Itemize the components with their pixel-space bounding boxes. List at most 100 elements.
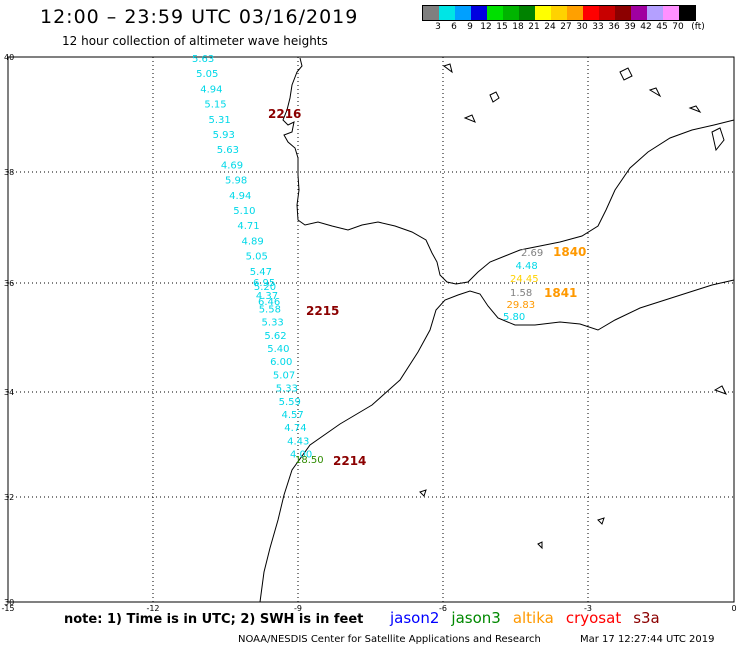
legend-tick-label: 21	[528, 22, 540, 32]
wave-height-value: 4.74	[284, 423, 306, 434]
legend-swatch	[663, 6, 679, 20]
legend-tick-label: 18	[512, 22, 524, 32]
generated-timestamp: Mar 17 12:27:44 UTC 2019	[580, 634, 715, 645]
legend-swatch	[567, 6, 583, 20]
wave-height-value: 5.98	[225, 176, 247, 187]
legend-tick-label: 42	[640, 22, 652, 32]
legend-swatch	[647, 6, 663, 20]
wave-height-value: 4.94	[200, 84, 222, 95]
wave-height-value: 4.00	[290, 450, 312, 461]
latitude-label: 32	[4, 493, 14, 502]
legend-tick-label: 15	[496, 22, 508, 32]
wave-height-value: 5.05	[196, 69, 218, 80]
legend-tick-label: 6	[451, 22, 457, 32]
longitude-label: -12	[146, 604, 159, 613]
latitude-label: 34	[4, 388, 14, 397]
credit-line: NOAA/NESDIS Center for Satellite Applica…	[238, 634, 541, 645]
wave-height-value: 29.83	[507, 300, 536, 311]
legend-tick-label: (ft)	[691, 22, 705, 32]
wave-height-value: 5.20	[254, 282, 276, 293]
wave-height-value: 6.95	[253, 278, 275, 289]
wave-height-value: 4.37	[256, 291, 278, 302]
wave-height-value: 6.46	[258, 297, 280, 308]
legend-tick-label: 12	[480, 22, 492, 32]
wave-height-value: 5.40	[267, 344, 289, 355]
longitude-label: -15	[1, 604, 14, 613]
legend-swatch	[535, 6, 551, 20]
legend-tick-label: 45	[656, 22, 668, 32]
wave-height-value: 5.33	[262, 318, 284, 329]
legend-tick-label: 30	[576, 22, 588, 32]
latitude-label: 30	[4, 598, 14, 607]
wave-height-value: 5.63	[217, 145, 239, 156]
longitude-label: 0	[731, 604, 736, 613]
longitude-label: -6	[439, 604, 447, 613]
map-title: 12:00 – 23:59 UTC 03/16/2019	[40, 6, 359, 28]
legend-swatch	[583, 6, 599, 20]
wave-height-value: 5.15	[204, 100, 226, 111]
legend-color-bar	[422, 5, 696, 21]
longitude-label: -3	[584, 604, 592, 613]
longitude-label: -9	[294, 604, 302, 613]
legend-swatch	[599, 6, 615, 20]
pass-number: 2216	[268, 107, 301, 121]
satellite-name: altika	[512, 609, 554, 627]
pass-number: 2215	[306, 304, 339, 318]
satellite-name: s3a	[633, 609, 660, 627]
units-note: note: 1) Time is in UTC; 2) SWH is in fe…	[64, 612, 364, 627]
wave-height-value: 5.47	[250, 267, 272, 278]
legend-tick-label: 24	[544, 22, 556, 32]
wave-height-value: 5.10	[233, 206, 255, 217]
wave-height-value: 24.45	[510, 274, 539, 285]
wave-height-value: 5.05	[246, 252, 268, 263]
pass-number: 1840	[553, 245, 586, 259]
wave-height-value: 6.00	[270, 357, 292, 368]
latitude-label: 36	[4, 279, 14, 288]
legend-tick-label: 39	[624, 22, 636, 32]
satellite-legend: jason2 jason3 altika cryosat s3a	[390, 609, 672, 627]
wave-height-value: 5.80	[503, 312, 525, 323]
legend-tick-label: 33	[592, 22, 604, 32]
wave-height-value: 5.63	[192, 54, 214, 65]
legend-swatch	[455, 6, 471, 20]
wave-height-value: 4.71	[237, 221, 259, 232]
legend-swatch	[471, 6, 487, 20]
satellite-name: jason3	[451, 609, 501, 627]
legend-tick-label: 3	[435, 22, 441, 32]
legend-swatch	[679, 6, 695, 20]
plot-frame	[7, 56, 735, 603]
legend-swatch	[487, 6, 503, 20]
wave-height-value: 4.57	[281, 410, 303, 421]
wave-height-value: 2.69	[521, 248, 543, 259]
lat-lon-grid: -15 -12 -9 -6 -3 0 40 38 36 34 32 30	[1, 53, 736, 613]
wave-height-value: 18.50	[295, 455, 324, 466]
wave-height-value: 5.93	[213, 130, 235, 141]
wave-height-value: 4.94	[229, 191, 251, 202]
altimeter-tracks: 5.63 5.05 4.94 5.15 5.31 5.93 5.63 4.69 5.98 4.94…	[192, 54, 543, 466]
legend-tick-labels: 3 6 9 12 15 18 21 24 27 30 33 36 39 42 45 70 (ft)	[422, 21, 705, 35]
wave-height-value: 4.43	[287, 436, 309, 447]
wave-height-value: 5.33	[276, 384, 298, 395]
wave-height-value: 5.59	[279, 397, 301, 408]
legend-swatch	[551, 6, 567, 20]
wave-height-value: 4.89	[242, 236, 264, 247]
wave-height-value: 5.31	[209, 115, 231, 126]
legend-swatch	[519, 6, 535, 20]
color-legend: 3 6 9 12 15 18 21 24 27 30 33 36 39 42 45 70 (ft)	[422, 5, 705, 35]
legend-tick-label: 9	[467, 22, 473, 32]
latitude-label: 38	[4, 168, 14, 177]
map-subtitle: 12 hour collection of altimeter wave hei…	[62, 34, 328, 48]
satellite-name: jason2	[390, 609, 440, 627]
legend-tick-label: 27	[560, 22, 572, 32]
satellite-name: cryosat	[565, 609, 622, 627]
legend-swatch	[615, 6, 631, 20]
legend-tick-label: 36	[608, 22, 620, 32]
wave-height-value: 4.69	[221, 160, 243, 171]
legend-swatch	[503, 6, 519, 20]
wave-height-value: 1.58	[510, 288, 532, 299]
legend-swatch	[423, 6, 439, 20]
legend-tick-label: 70	[672, 22, 684, 32]
legend-swatch	[631, 6, 647, 20]
pass-number: 1841	[544, 286, 577, 300]
